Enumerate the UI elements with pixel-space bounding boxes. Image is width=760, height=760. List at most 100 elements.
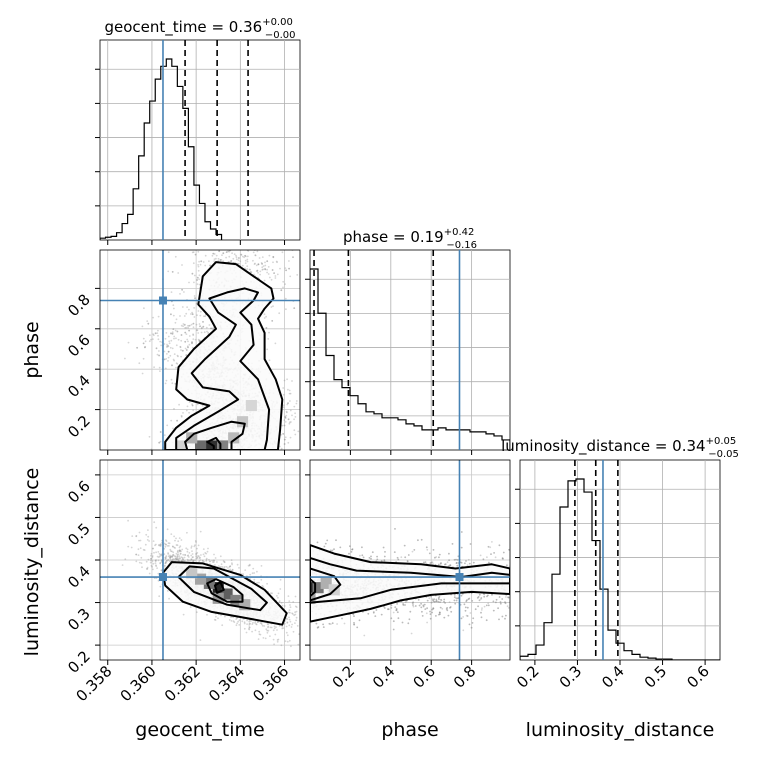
sample-point: [185, 547, 188, 550]
sample-point: [280, 289, 283, 292]
sample-point: [295, 616, 298, 619]
sample-point: [294, 605, 297, 608]
sample-point: [195, 541, 197, 543]
sample-point: [196, 557, 199, 559]
sample-point: [194, 297, 196, 299]
sample-point: [273, 272, 275, 274]
sample-point: [201, 559, 204, 562]
sample-point: [169, 354, 172, 357]
sample-point: [166, 590, 169, 592]
sample-point: [225, 565, 228, 568]
sample-point: [175, 544, 178, 546]
sample-point: [266, 631, 269, 634]
sample-point: [203, 555, 206, 558]
sample-point: [183, 559, 186, 562]
sample-point: [284, 297, 287, 300]
sample-point: [179, 545, 182, 548]
sample-point: [293, 405, 296, 408]
panel-ld-vs-geocent-time: [99, 459, 306, 661]
sample-point: [254, 254, 257, 257]
sample-point: [205, 552, 208, 555]
sample-point: [137, 548, 140, 551]
sample-point: [191, 404, 194, 407]
sample-point: [177, 338, 180, 341]
sample-point: [170, 332, 172, 334]
sample-point: [286, 403, 289, 406]
sample-point: [286, 618, 289, 620]
sample-point: [152, 333, 155, 335]
sample-point: [151, 556, 154, 558]
sample-point: [144, 543, 147, 546]
sample-point: [274, 275, 277, 277]
sample-point: [275, 626, 277, 628]
sample-point: [181, 557, 184, 559]
sample-point: [164, 382, 167, 385]
sample-point: [167, 351, 170, 353]
sample-point: [287, 418, 290, 421]
sample-point: [155, 564, 157, 567]
sample-point: [253, 572, 256, 574]
sample-point: [180, 334, 183, 336]
sample-point: [202, 261, 205, 263]
sample-point: [173, 535, 176, 538]
sample-point: [210, 327, 213, 330]
sample-point: [256, 269, 259, 272]
sample-point: [175, 558, 178, 561]
sample-point: [264, 637, 267, 640]
sample-point: [156, 555, 159, 558]
sample-point: [171, 271, 174, 273]
sample-point: [185, 312, 188, 315]
sample-point: [265, 315, 267, 318]
density-cell: [175, 440, 187, 450]
sample-point: [165, 543, 167, 546]
sample-point: [209, 264, 212, 267]
sample-point: [201, 326, 203, 329]
sample-point: [180, 324, 183, 327]
sample-point: [248, 620, 251, 623]
sample-point: [229, 565, 232, 568]
sample-point: [151, 560, 154, 562]
sample-point: [230, 559, 233, 561]
sample-point: [209, 560, 212, 563]
sample-point: [276, 640, 279, 643]
sample-point: [208, 324, 211, 326]
sample-point: [191, 272, 194, 275]
sample-point: [169, 556, 172, 559]
sample-point: [293, 307, 296, 309]
sample-point: [138, 561, 141, 564]
sample-point: [245, 631, 248, 634]
sample-point: [142, 337, 145, 340]
sample-point: [201, 404, 204, 407]
sample-point: [255, 623, 258, 626]
sample-point: [139, 547, 142, 550]
sample-point: [304, 610, 306, 612]
sample-point: [176, 554, 179, 556]
sample-point: [261, 584, 264, 587]
sample-point: [180, 415, 183, 418]
sample-point: [213, 258, 216, 260]
sample-point: [159, 340, 162, 343]
sample-point: [169, 554, 171, 557]
sample-point: [256, 621, 259, 624]
sample-point: [173, 359, 176, 362]
sample-point: [150, 557, 153, 560]
sample-point: [203, 315, 205, 318]
sample-point: [200, 260, 203, 263]
sample-point: [303, 649, 305, 651]
sample-point: [187, 346, 189, 349]
sample-point: [190, 323, 193, 326]
panel-geocent-time-hist: geocent_time = 0.36+0.00 −0.00: [99, 17, 301, 241]
sample-point: [291, 380, 293, 382]
sample-point: [268, 331, 270, 334]
sample-point: [257, 263, 260, 266]
sample-point: [177, 551, 179, 554]
sample-point: [159, 561, 162, 564]
sample-point: [288, 389, 291, 392]
sample-point: [288, 267, 290, 270]
sample-point: [249, 271, 252, 273]
sample-point: [245, 255, 247, 258]
sample-point: [177, 559, 180, 561]
sample-point: [190, 545, 193, 548]
sample-point: [283, 443, 286, 445]
sample-point: [174, 547, 177, 549]
